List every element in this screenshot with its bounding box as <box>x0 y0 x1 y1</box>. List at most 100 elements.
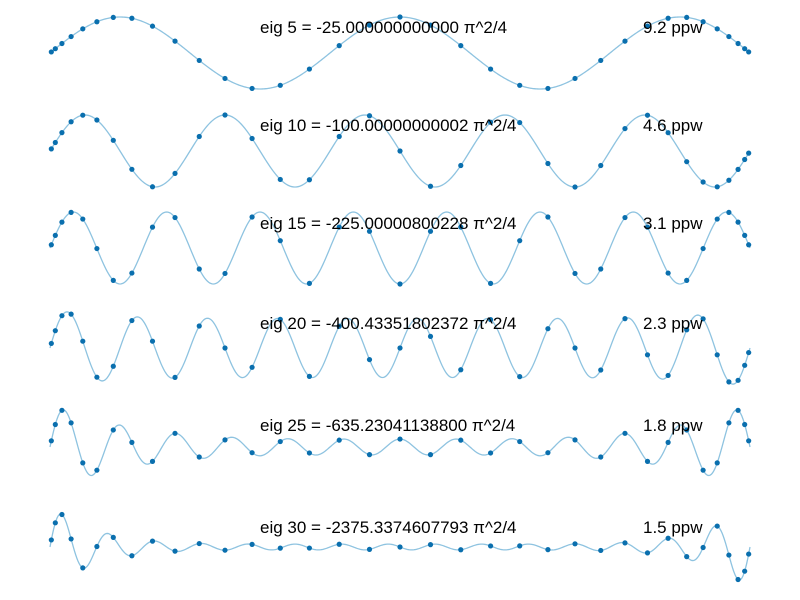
grid-point <box>487 280 494 286</box>
grid-point <box>735 219 741 225</box>
grid-point <box>52 232 58 238</box>
grid-point <box>306 373 313 379</box>
grid-point <box>68 536 74 542</box>
grid-point <box>458 162 464 169</box>
grid-point <box>427 452 434 458</box>
grid-point <box>366 452 373 458</box>
grid-point <box>735 377 741 383</box>
grid-point <box>427 183 434 189</box>
grid-point <box>94 245 100 252</box>
grid-point <box>487 543 494 549</box>
grid-point <box>684 554 690 560</box>
grid-point <box>714 26 720 32</box>
grid-point <box>222 112 228 118</box>
grid-point <box>622 430 628 436</box>
panel-eig-5: eig 5 = -25.000000000000 π^2/4 9.2 ppw <box>48 14 752 92</box>
grid-point <box>249 364 255 370</box>
grid-point <box>726 552 732 558</box>
ppw-label: 3.1 ppw <box>643 214 703 233</box>
grid-point <box>149 184 156 190</box>
grid-point <box>249 214 255 220</box>
grid-point <box>700 19 706 25</box>
grid-point <box>129 15 135 21</box>
grid-point <box>487 450 494 456</box>
grid-point <box>684 159 690 165</box>
grid-point <box>59 130 65 136</box>
grid-point <box>572 184 578 190</box>
grid-point <box>665 439 671 445</box>
eigenvalue-label: eig 25 = -635.23041138800 π^2/4 <box>260 416 515 435</box>
grid-point <box>249 541 255 548</box>
grid-point <box>129 317 135 324</box>
grid-point <box>196 57 202 64</box>
ppw-label: 1.5 ppw <box>643 518 703 537</box>
grid-point <box>222 547 228 553</box>
grid-point <box>52 520 58 526</box>
grid-point <box>277 176 283 183</box>
grid-point <box>59 407 65 413</box>
grid-point <box>700 316 706 322</box>
grid-point <box>545 160 551 167</box>
grid-point <box>68 209 74 215</box>
panel-plot-4 <box>48 311 752 385</box>
grid-point <box>172 214 178 221</box>
grid-point <box>427 333 434 340</box>
grid-point <box>735 576 741 583</box>
eigenvalue-label: eig 15 = -225.00000800228 π^2/4 <box>260 214 517 233</box>
panel-plot-3 <box>48 209 752 287</box>
grid-point <box>742 421 748 428</box>
grid-point <box>196 323 202 329</box>
grid-point <box>746 349 752 356</box>
grid-point <box>644 224 651 230</box>
panel-eig-20: eig 20 = -400.43351802372 π^2/4 2.3 ppw <box>48 311 752 385</box>
grid-point <box>222 75 228 82</box>
panel-plot-1 <box>48 14 752 92</box>
grid-point <box>172 430 178 436</box>
grid-point <box>397 436 403 442</box>
grid-point <box>735 407 741 413</box>
grid-point <box>52 139 58 146</box>
grid-point <box>196 454 202 460</box>
grid-point <box>80 460 86 466</box>
grid-point <box>545 214 551 220</box>
grid-point <box>306 450 313 456</box>
grid-point <box>598 162 604 169</box>
grid-point <box>545 85 551 92</box>
grid-point <box>517 438 523 445</box>
grid-point <box>48 537 54 543</box>
grid-point <box>172 374 178 380</box>
grid-point <box>458 43 464 49</box>
grid-point <box>306 545 313 551</box>
grid-point <box>700 467 706 473</box>
grid-point <box>665 372 671 379</box>
grid-point <box>336 43 342 49</box>
grid-point <box>129 553 135 559</box>
grid-point <box>52 328 58 334</box>
grid-point <box>714 216 720 222</box>
grid-point <box>458 367 464 373</box>
grid-point <box>94 117 100 123</box>
ppw-label: 2.3 ppw <box>643 314 703 333</box>
grid-point <box>222 345 228 351</box>
grid-point <box>249 85 255 92</box>
grid-point <box>726 209 732 215</box>
grid-point <box>149 23 156 29</box>
grid-point <box>68 33 74 40</box>
grid-point <box>277 545 283 551</box>
grid-point <box>458 547 464 553</box>
grid-point <box>517 119 523 126</box>
grid-point <box>598 266 604 272</box>
grid-point <box>746 49 752 55</box>
grid-point <box>80 112 86 118</box>
grid-point <box>366 356 373 363</box>
ppw-label: 1.8 ppw <box>643 416 703 435</box>
grid-point <box>397 281 403 287</box>
grid-point <box>726 420 732 426</box>
grid-point <box>684 14 690 21</box>
grid-point <box>59 313 65 319</box>
panel-eig-10: eig 10 = -100.00000000002 π^2/4 4.6 ppw <box>48 112 752 190</box>
grid-point <box>80 26 86 32</box>
grid-point <box>598 454 604 460</box>
panel-eig-15: eig 15 = -225.00000800228 π^2/4 3.1 ppw <box>48 209 752 287</box>
